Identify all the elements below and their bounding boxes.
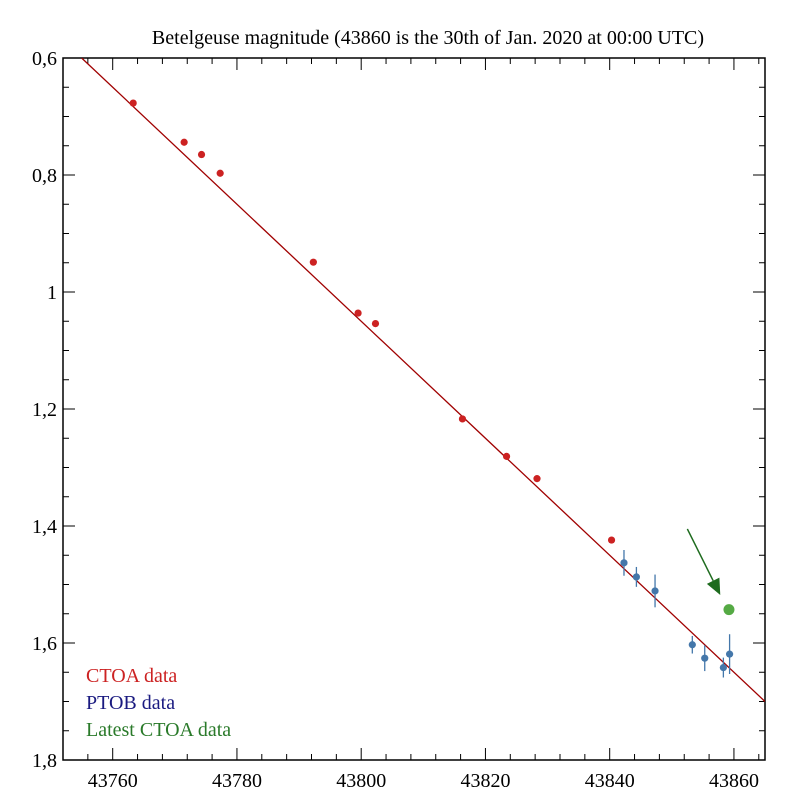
annotation-arrow-head <box>706 577 721 596</box>
x-tick-label: 43820 <box>460 770 510 792</box>
annotation-arrow-shaft <box>686 528 714 582</box>
ctoa-data-point <box>607 536 616 544</box>
chart-title: Betelgeuse magnitude (43860 is the 30th … <box>152 27 704 49</box>
ctoa-data-point <box>354 309 362 317</box>
axis-ticks: 43760 43780 43800 43820 43840 43860 0,6 0,8 1 1,2… <box>32 48 765 792</box>
fit-line-layer <box>81 58 765 702</box>
ctoa-data-point <box>502 452 511 460</box>
y-tick-label: 1,4 <box>32 516 57 538</box>
ptob-data-point <box>719 663 727 672</box>
ptob-data-point <box>701 654 709 662</box>
ptob-data-point <box>632 573 641 581</box>
data-points-layer <box>129 99 735 678</box>
legend-entry-ctoa: CTOA data <box>86 665 177 687</box>
x-tick-label: 43760 <box>88 770 138 792</box>
ctoa-data-point <box>533 475 541 483</box>
y-tick-label: 1,6 <box>32 633 57 655</box>
ctoa-data-point <box>129 99 137 107</box>
latest-ctoa-data-point <box>723 604 735 616</box>
plot-frame <box>62 57 766 761</box>
y-tick-label: 1 <box>47 282 57 304</box>
x-tick-label: 43780 <box>212 770 262 792</box>
annotation-layer <box>686 528 721 596</box>
ptob-data-point <box>651 587 659 595</box>
legend-entry-ptob: PTOB data <box>86 692 175 714</box>
ptob-data-point <box>688 641 696 649</box>
fit-line <box>81 58 765 702</box>
x-tick-label: 43840 <box>585 770 635 792</box>
ctoa-data-point <box>216 169 224 177</box>
ptob-data-point <box>725 650 734 658</box>
ctoa-data-point <box>180 138 188 146</box>
x-tick-label: 43860 <box>709 770 759 792</box>
y-tick-label: 1,8 <box>32 750 57 772</box>
ctoa-data-point <box>309 258 317 266</box>
y-tick-label: 0,6 <box>32 48 57 70</box>
ctoa-data-point <box>458 415 467 423</box>
legend: CTOA data PTOB data Latest CTOA data <box>86 665 231 741</box>
y-tick-label: 0,8 <box>32 165 57 187</box>
y-tick-label: 1,2 <box>32 399 57 421</box>
ctoa-data-point <box>197 150 206 159</box>
ptob-data-point <box>620 559 628 567</box>
x-tick-label: 43800 <box>336 770 386 792</box>
legend-entry-latest-ctoa: Latest CTOA data <box>86 719 231 741</box>
ctoa-data-point <box>371 319 380 328</box>
